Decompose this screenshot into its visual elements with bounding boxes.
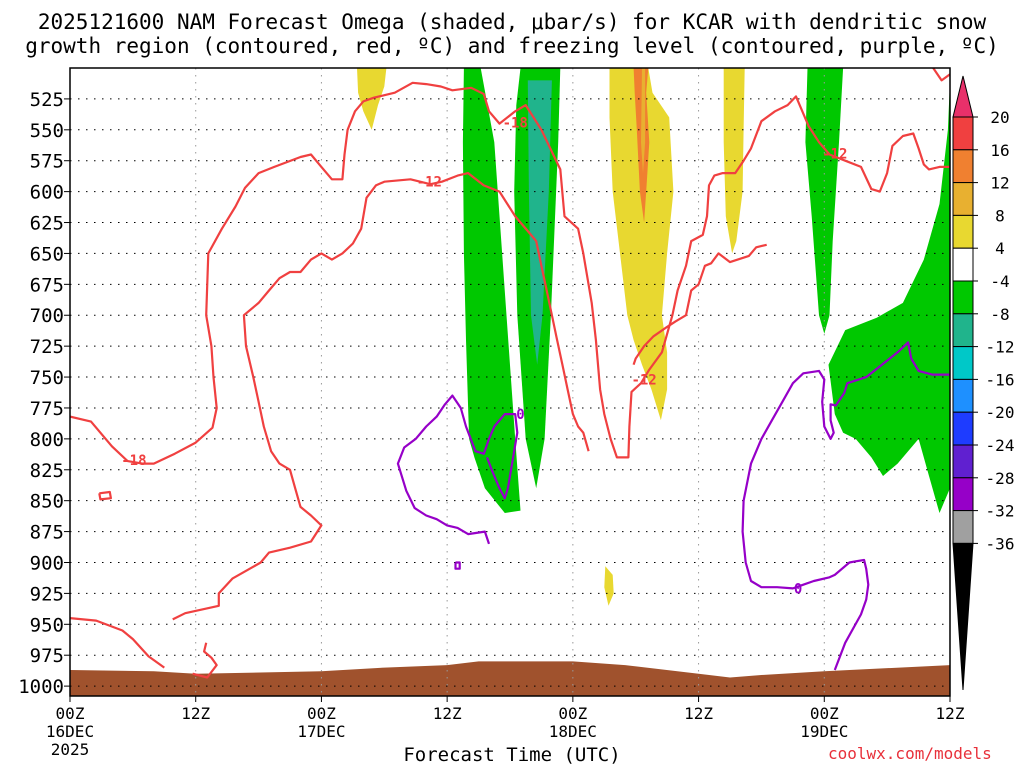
y-tick-label: 875 (30, 522, 64, 544)
omega-shaded-region (609, 68, 674, 421)
terrain-ground (70, 661, 950, 696)
omega-shaded-region (641, 68, 646, 174)
y-tick-label: 950 (30, 614, 64, 636)
x-tick-label: 00Z (56, 704, 85, 723)
contour-label: -12 (417, 175, 442, 191)
x-tick-label: 00Z (810, 704, 839, 723)
colorbar-label: -16 (986, 370, 1015, 389)
colorbar-label: 12 (990, 174, 1009, 193)
x-tick-label: 12Z (181, 704, 210, 723)
x-tick-date-label: 18DEC (549, 722, 597, 741)
contour-label: -12 (631, 373, 656, 389)
colorbar-bottom-arrow (952, 542, 974, 691)
x-tick-label: 12Z (684, 704, 713, 723)
colorbar-segment (952, 346, 974, 380)
contour-label: -18 (503, 115, 528, 131)
colorbar-segment (952, 247, 974, 282)
x-axis-label: Forecast Time (UTC) (403, 744, 621, 766)
colorbar-label: -12 (986, 338, 1015, 357)
colorbar-label: -8 (990, 305, 1009, 324)
y-tick-label: 825 (30, 460, 64, 482)
colorbar-label: -28 (986, 469, 1015, 488)
colorbar-segment (952, 444, 974, 479)
colorbar-segment (952, 477, 974, 512)
y-tick-label: 600 (30, 182, 64, 204)
colorbar-label: 16 (990, 141, 1009, 160)
freezing-level-contour (741, 341, 950, 671)
colorbar-label: -36 (986, 534, 1015, 553)
plot-frame (69, 67, 951, 697)
freezing-level-contour (454, 561, 461, 570)
x-tick-date-label: 19DEC (800, 722, 848, 741)
y-tick-label: 725 (30, 336, 64, 358)
x-tick-label: 00Z (307, 704, 336, 723)
colorbar-segment (952, 214, 974, 249)
freezing-level-contour (396, 394, 519, 545)
y-tick-label: 650 (30, 243, 64, 265)
dendritic-contour-line (932, 68, 950, 82)
omega-shaded-region (828, 80, 950, 514)
x-tick-date-label: 17DEC (297, 722, 345, 741)
y-tick-label: 750 (30, 367, 64, 389)
x-tick-label: 12Z (433, 704, 462, 723)
dendritic-contour-line (70, 617, 165, 669)
contour-label: 0 (794, 581, 802, 597)
colorbar-label: -20 (986, 403, 1015, 422)
colorbar-top-arrow (952, 75, 974, 118)
y-tick-label: 850 (30, 491, 64, 513)
y-tick-label: 775 (30, 398, 64, 420)
dendritic-contour-line (98, 490, 113, 501)
colorbar-label: -4 (990, 272, 1009, 291)
colorbar-segment (952, 149, 974, 184)
dendritic-contour-line (70, 81, 950, 465)
contour-label: -12 (822, 146, 847, 162)
y-tick-label: 800 (30, 429, 64, 451)
colorbar-label: 4 (995, 239, 1005, 258)
y-tick-label: 1000 (18, 676, 64, 698)
y-tick-label: 675 (30, 274, 64, 296)
y-tick-label: 575 (30, 151, 64, 173)
y-tick-label: 975 (30, 645, 64, 667)
y-tick-label: 700 (30, 305, 64, 327)
chart-title-line2: growth region (contoured, red, ºC) and f… (25, 34, 999, 58)
chart-title-line1: 2025121600 NAM Forecast Omega (shaded, μ… (37, 10, 987, 34)
watermark-text: coolwx.com/models (828, 744, 992, 763)
omega-shaded-region (604, 566, 614, 606)
contour-label: -18 (121, 453, 146, 469)
dendritic-contour-line (632, 243, 767, 366)
contour-label: 0 (516, 407, 524, 423)
colorbar-label: 8 (995, 206, 1005, 225)
dendritic-contour-line (192, 642, 218, 679)
colorbar-segment (952, 378, 974, 413)
omega-shaded-region (462, 68, 521, 513)
colorbar-segment (952, 280, 974, 315)
dendritic-contour-line (172, 172, 590, 621)
y-tick-label: 625 (30, 213, 64, 235)
colorbar-segment (952, 182, 974, 216)
omega-shaded-region (805, 68, 844, 334)
colorbar-segment (952, 411, 974, 446)
y-tick-label: 525 (30, 89, 64, 111)
x-tick-label: 12Z (936, 704, 965, 723)
x-tick-year-label: 2025 (51, 740, 90, 759)
colorbar-segment (952, 510, 974, 544)
colorbar-label: -32 (986, 502, 1015, 521)
y-tick-label: 550 (30, 120, 64, 142)
colorbar-segment (952, 116, 974, 151)
colorbar-label: -24 (986, 436, 1015, 455)
colorbar-segment (952, 313, 974, 348)
colorbar-label: 20 (990, 108, 1009, 127)
x-tick-label: 00Z (558, 704, 587, 723)
y-tick-label: 925 (30, 583, 64, 605)
omega-shaded-region (527, 80, 552, 365)
y-tick-label: 900 (30, 552, 64, 574)
x-tick-date-label: 16DEC (46, 722, 94, 741)
